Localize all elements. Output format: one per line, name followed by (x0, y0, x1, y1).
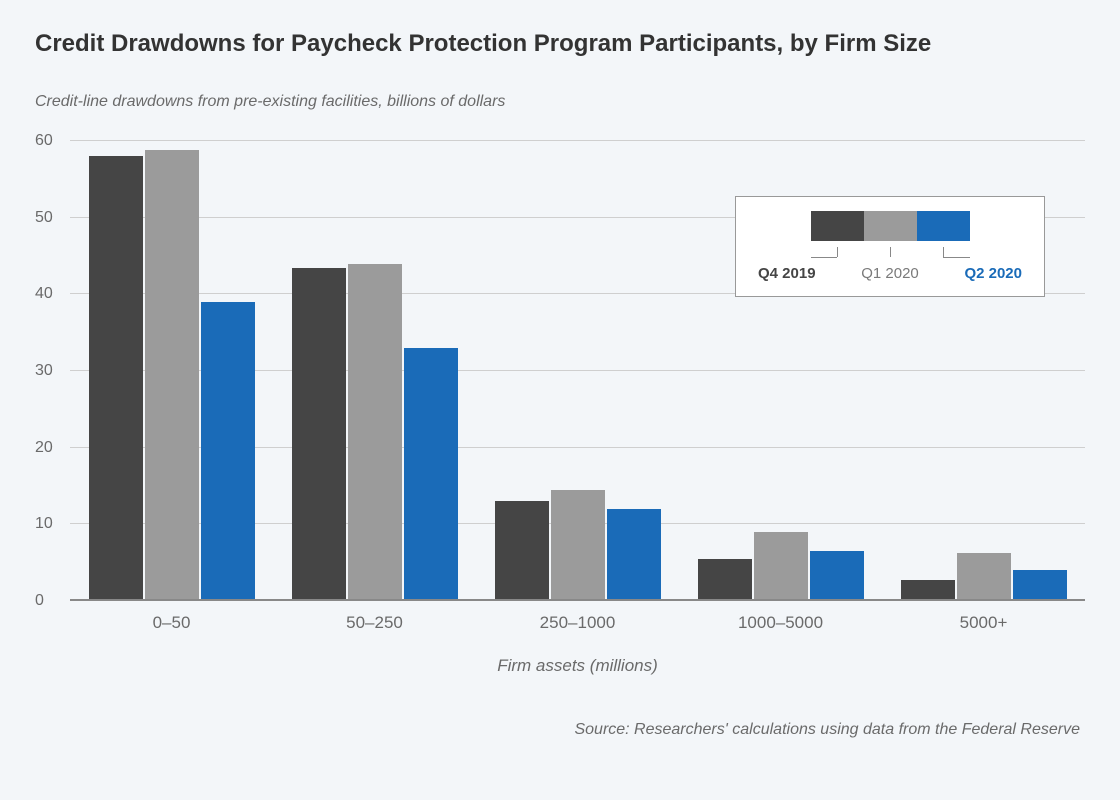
bar (698, 559, 752, 601)
legend-swatch-q4-2019 (811, 211, 864, 241)
y-tick-label: 40 (35, 285, 53, 303)
chart-area: 0 10 20 30 40 50 60 Q4 2019 Q1 2020 Q2 2020 0–… (35, 116, 1085, 676)
y-tick-label: 0 (35, 592, 44, 610)
legend-label-q4-2019: Q4 2019 (758, 265, 816, 282)
bar (495, 501, 549, 601)
bar (404, 348, 458, 601)
bar (89, 156, 143, 601)
x-tick-label: 250–1000 (495, 613, 661, 633)
x-tick-label: 1000–5000 (698, 613, 864, 633)
x-axis-labels: 0–50 50–250 250–1000 1000–5000 5000+ (70, 613, 1085, 633)
y-tick-label: 60 (35, 132, 53, 150)
y-tick-label: 10 (35, 515, 53, 533)
chart-subtitle: Credit-line drawdowns from pre-existing … (35, 93, 1085, 111)
legend-swatch-q1-2020 (864, 211, 917, 241)
bar (810, 551, 864, 601)
bar (551, 490, 605, 601)
bar-group (495, 490, 661, 601)
bar (292, 268, 346, 602)
x-tick-label: 0–50 (89, 613, 255, 633)
legend-swatch-q2-2020 (917, 211, 970, 241)
x-axis-title: Firm assets (millions) (70, 656, 1085, 676)
bar (957, 553, 1011, 601)
bar (201, 302, 255, 601)
legend-label-q1-2020: Q1 2020 (861, 265, 919, 282)
bar-group (292, 264, 458, 601)
legend: Q4 2019 Q1 2020 Q2 2020 (735, 196, 1045, 297)
x-axis-baseline (70, 599, 1085, 601)
x-tick-label: 5000+ (901, 613, 1067, 633)
bar (607, 509, 661, 601)
bar (145, 150, 199, 601)
bar-group (89, 150, 255, 601)
bar (901, 580, 955, 601)
legend-label-q2-2020: Q2 2020 (964, 265, 1022, 282)
x-tick-label: 50–250 (292, 613, 458, 633)
plot-area: Q4 2019 Q1 2020 Q2 2020 (70, 141, 1085, 601)
bar (1013, 570, 1067, 601)
bar (754, 532, 808, 601)
bar (348, 264, 402, 601)
y-tick-label: 50 (35, 209, 53, 227)
y-tick-label: 20 (35, 439, 53, 457)
chart-title: Credit Drawdowns for Paycheck Protection… (35, 30, 1085, 58)
source-text: Source: Researchers' calculations using … (35, 721, 1085, 739)
bar-group (901, 553, 1067, 601)
y-tick-label: 30 (35, 362, 53, 380)
bar-group (698, 532, 864, 601)
